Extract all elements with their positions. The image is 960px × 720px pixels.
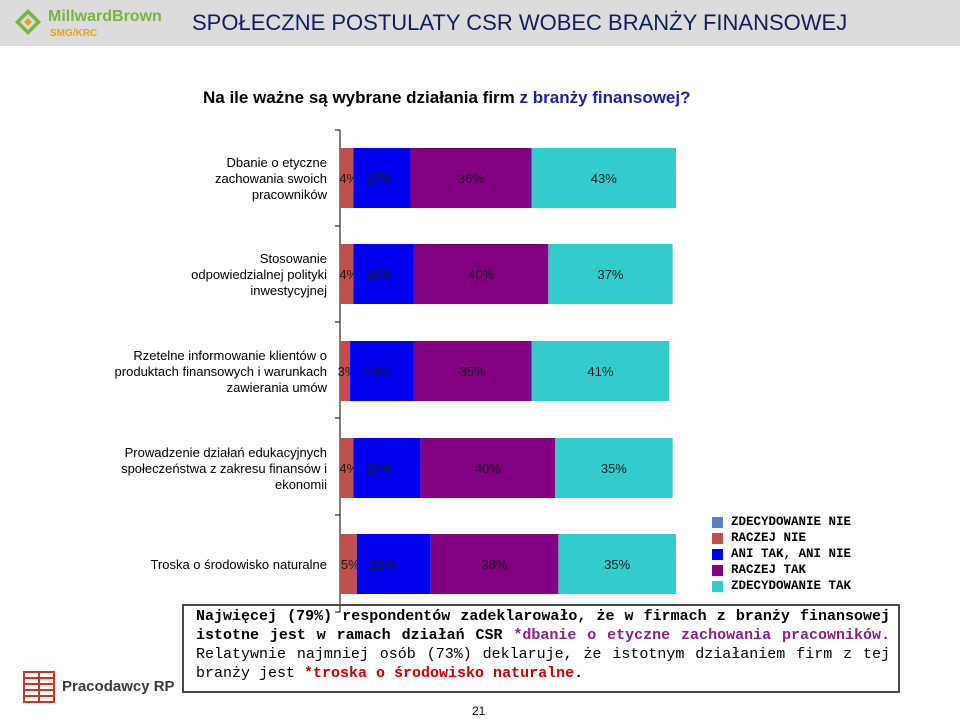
bar-segment <box>340 148 354 208</box>
bar-segment <box>340 341 351 401</box>
data-label: 18% <box>366 267 392 282</box>
note-text-1: Najwięcej (79%) respondentów zadeklarowa… <box>196 608 890 644</box>
bar-segment <box>420 438 556 498</box>
category-label: Troska o środowisko naturalne <box>150 557 327 572</box>
legend-label: RACZEJ TAK <box>731 563 807 577</box>
pracodawcy-logo-icon <box>23 671 55 703</box>
note-highlight-ethics: *dbanie o etyczne zachowania pracowników <box>513 627 881 644</box>
legend-swatch <box>712 580 723 592</box>
note-highlight-environment: *troska o środowisko naturalne <box>304 665 575 682</box>
legend-item: ZDECYDOWANIE NIE <box>712 514 851 530</box>
chart-legend: ZDECYDOWANIE NIE RACZEJ NIE ANI TAK, ANI N… <box>712 514 851 594</box>
logo-subtext: SMG/KRC <box>50 28 98 39</box>
header-bar: MillwardBrown SMG/KRC SPOŁECZNE POSTULAT… <box>0 0 960 46</box>
question-part-1: Na ile ważne są wybrane działania firm <box>203 88 520 107</box>
data-label: 35% <box>601 461 627 476</box>
legend-label: ZDECYDOWANIE TAK <box>731 579 852 593</box>
logo-mark-icon <box>15 9 41 35</box>
bar-segment <box>531 341 670 401</box>
millwardbrown-logo: MillwardBrown SMG/KRC <box>14 6 162 40</box>
note-punct-1: . <box>880 627 890 644</box>
legend-item: RACZEJ NIE <box>712 530 851 546</box>
chart-question: Na ile ważne są wybrane działania firm z… <box>203 88 691 108</box>
bar-segment <box>340 534 357 594</box>
data-label: 41% <box>587 364 613 379</box>
data-label: 43% <box>591 171 617 186</box>
page-number: 21 <box>472 704 486 718</box>
data-label: 17% <box>366 171 392 186</box>
legend-swatch <box>712 532 723 544</box>
note-punct-2: . <box>574 665 584 682</box>
legend-item: RACZEJ TAK <box>712 562 851 578</box>
legend-item: ANI TAK, ANI NIE <box>712 546 851 562</box>
data-label: 35% <box>604 557 630 572</box>
category-label: Prowadzenie działań edukacyjnych <box>125 445 327 460</box>
question-part-2: z branży finansowej? <box>519 88 691 107</box>
bar-segment <box>340 438 354 498</box>
data-label: 19% <box>363 364 389 379</box>
category-label: inwestycyjnej <box>250 283 327 298</box>
bar-segment <box>340 244 354 304</box>
legend-label: ANI TAK, ANI NIE <box>731 547 852 561</box>
bar-segment <box>413 341 532 401</box>
legend-swatch <box>712 516 723 528</box>
data-label: 38% <box>482 557 508 572</box>
footer-logo-text: Pracodawcy RP <box>62 678 175 695</box>
legend-item: ZDECYDOWANIE TAK <box>712 578 851 594</box>
legend-swatch <box>712 548 723 560</box>
data-label: 35% <box>460 364 486 379</box>
data-label: 36% <box>458 171 484 186</box>
bar-segment <box>356 534 431 594</box>
bar-segment <box>410 148 532 208</box>
bar-segment <box>353 148 411 208</box>
category-label: społeczeństwa z zakresu finansów i <box>121 461 327 476</box>
data-label: 37% <box>597 267 623 282</box>
bar-segment <box>558 534 676 594</box>
bar-segment <box>548 244 673 304</box>
page-title: SPOŁECZNE POSTULATY CSR WOBEC BRANŻY FIN… <box>192 10 848 35</box>
category-label: odpowiedzialnej polityki <box>191 267 327 282</box>
category-label: ekonomii <box>275 477 327 492</box>
pracodawcy-rp-logo: Pracodawcy RP <box>22 670 175 706</box>
data-label: 20% <box>366 461 392 476</box>
bar-segment <box>430 534 559 594</box>
bar-segment <box>531 148 676 208</box>
note-text-2: Relatywnie najmniej osób (73%) deklaruje… <box>196 646 890 682</box>
data-label: 40% <box>468 267 494 282</box>
category-label: Stosowanie <box>260 251 327 266</box>
category-label: Rzetelne informowanie klientów o <box>133 348 327 363</box>
category-label: produktach finansowych i warunkach <box>115 364 327 379</box>
bar-segment <box>555 438 673 498</box>
legend-label: RACZEJ NIE <box>731 531 807 545</box>
legend-label: ZDECYDOWANIE NIE <box>731 515 852 529</box>
data-label: 22% <box>370 557 396 572</box>
bar-segment <box>413 244 549 304</box>
category-label: zawierania umów <box>227 380 328 395</box>
category-label: Dbanie o etyczne <box>227 155 327 170</box>
data-label: 40% <box>475 461 501 476</box>
bar-segment <box>353 438 421 498</box>
logo-text: MillwardBrown <box>48 8 162 25</box>
summary-note: Najwięcej (79%) respondentów zadeklarowa… <box>182 604 900 693</box>
bar-segment <box>350 341 414 401</box>
bar-segment <box>353 244 414 304</box>
category-label: pracowników <box>252 187 328 202</box>
data-label: 5% <box>341 557 360 572</box>
category-label: zachowania swoich <box>215 171 327 186</box>
legend-swatch <box>712 564 723 576</box>
